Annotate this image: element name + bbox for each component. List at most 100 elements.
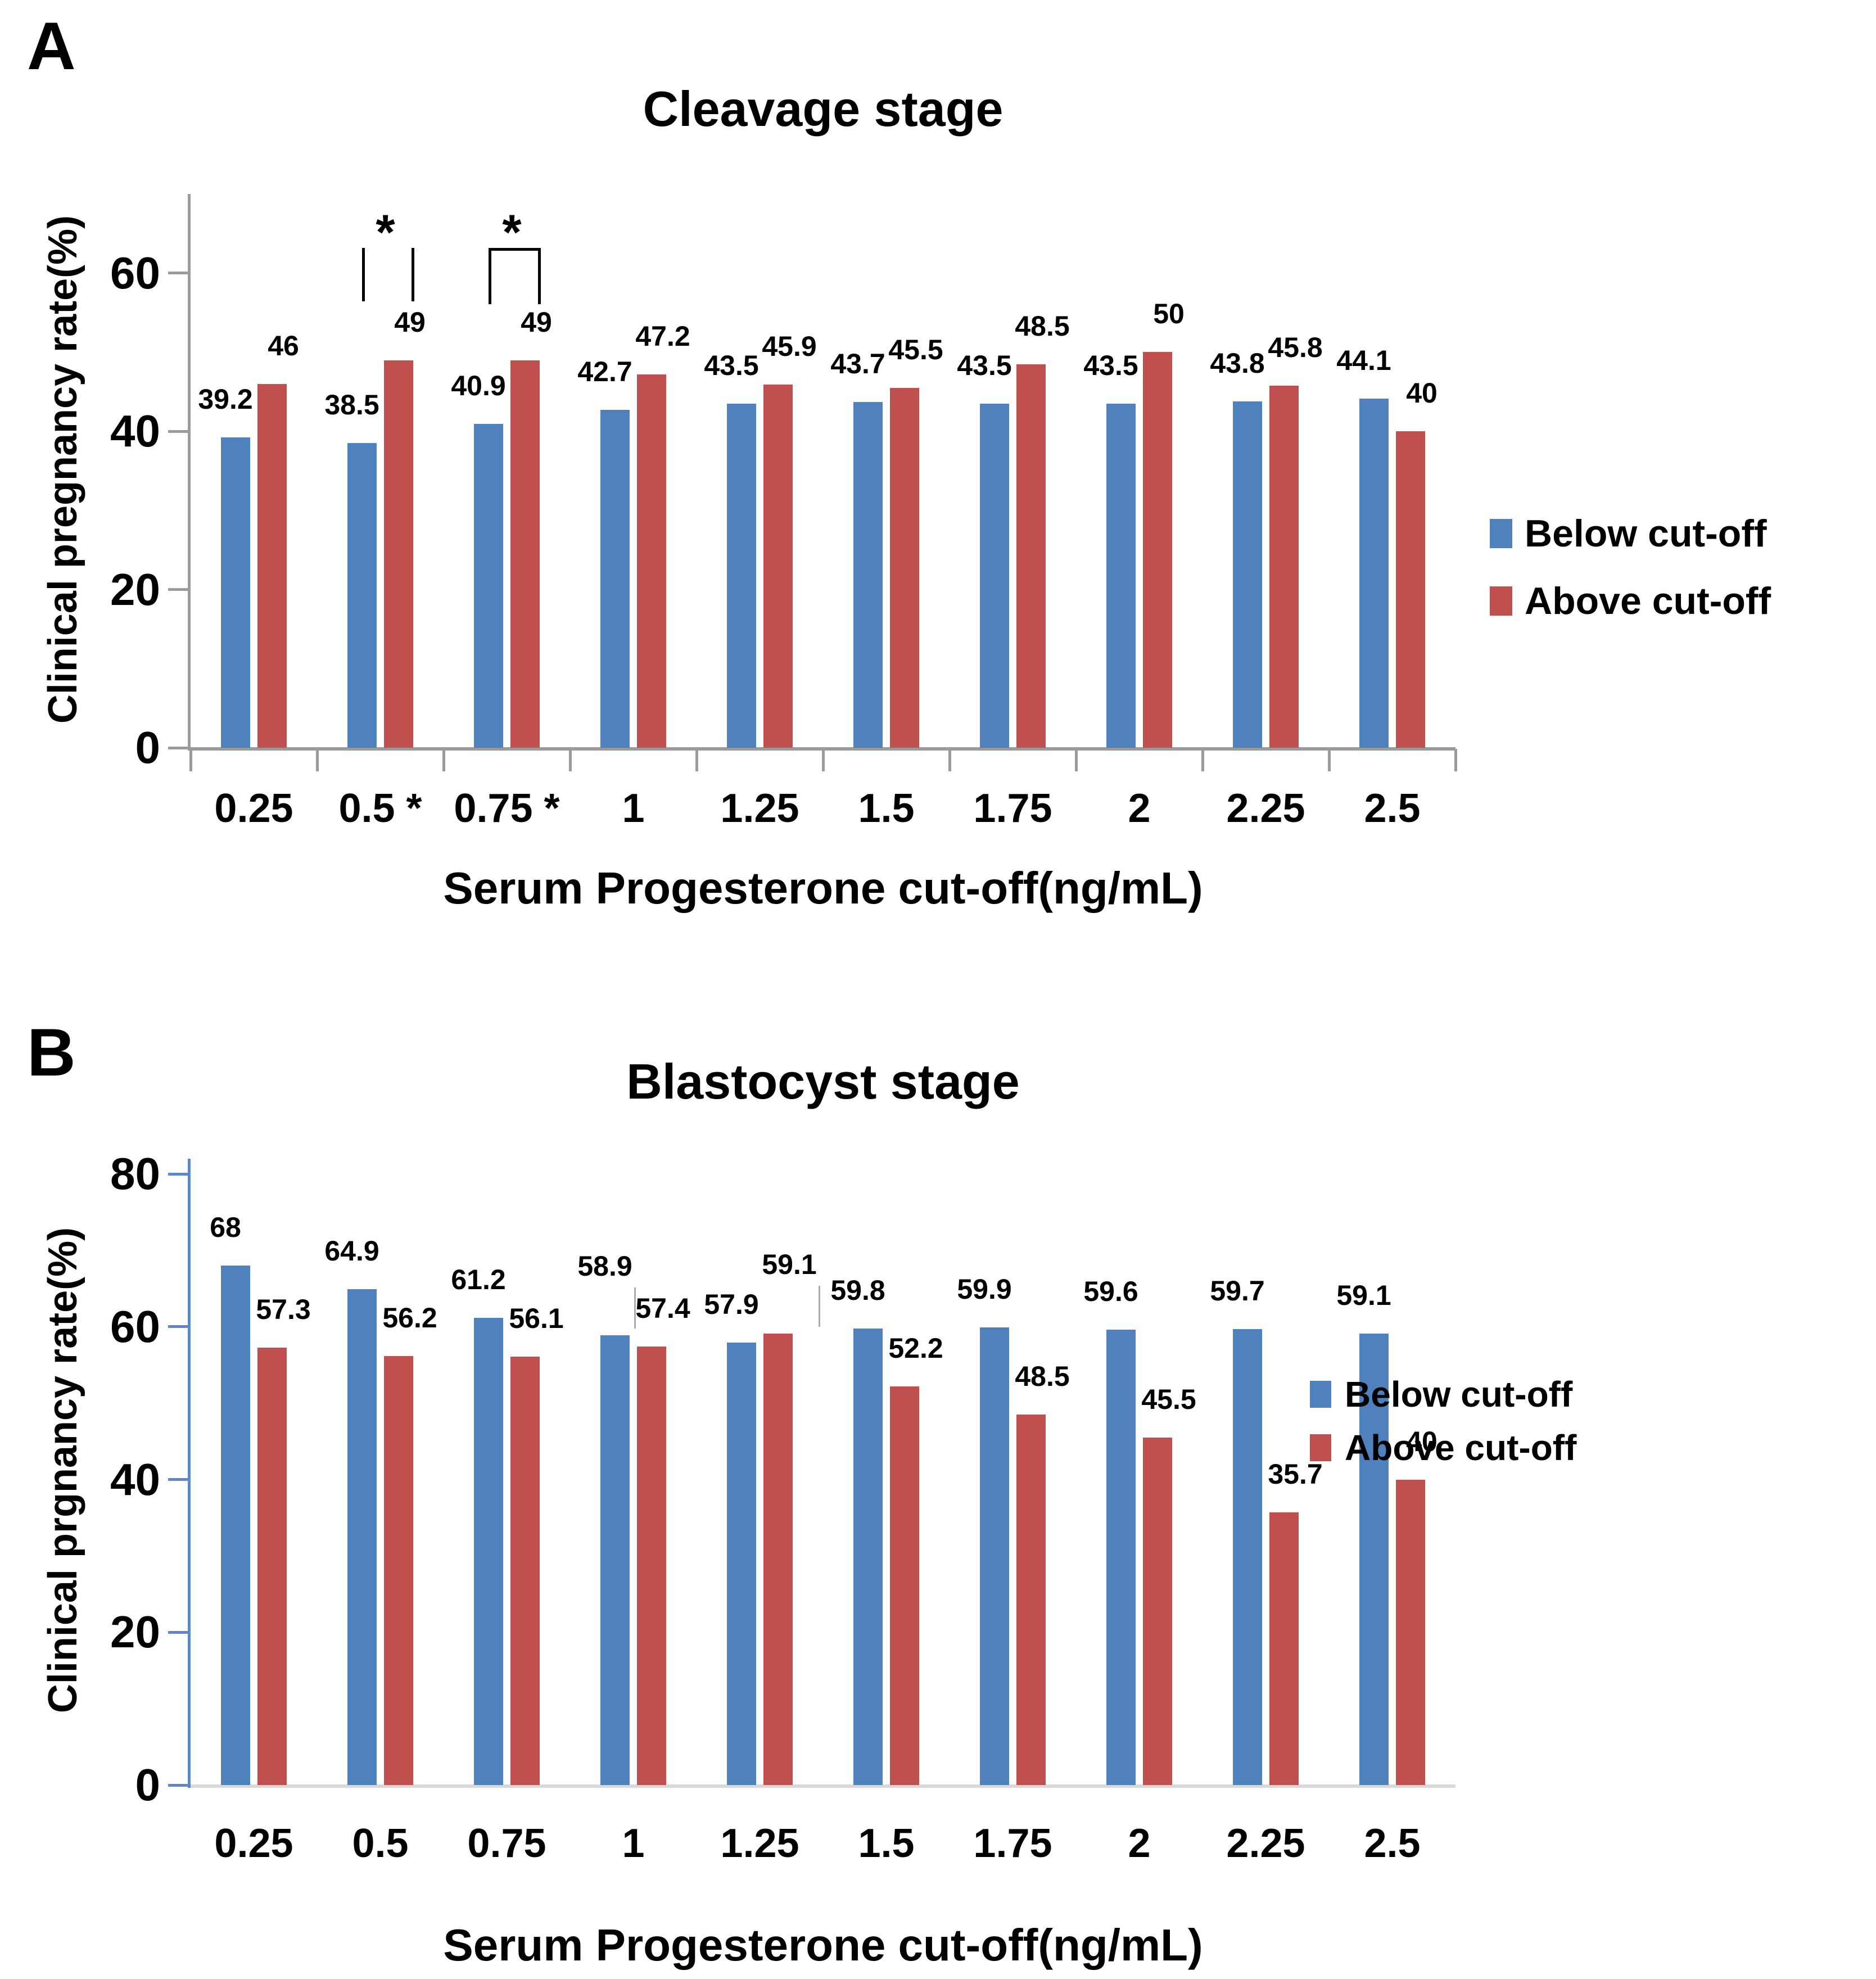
x-tick-label: 0.75 bbox=[467, 1821, 546, 1866]
bar-value-label: 44.1 bbox=[1336, 345, 1391, 377]
significance-star: * bbox=[502, 204, 522, 260]
bar-above-cutoff bbox=[257, 1347, 287, 1785]
bar-above-cutoff bbox=[1396, 1479, 1425, 1785]
bar-below-cutoff bbox=[1233, 1329, 1262, 1785]
bar-below-cutoff bbox=[727, 1343, 756, 1785]
y-tick-mark bbox=[168, 1783, 191, 1787]
bar-value-label: 39.2 bbox=[198, 383, 253, 415]
y-tick-mark bbox=[168, 1478, 191, 1481]
bar-below-cutoff bbox=[347, 443, 377, 748]
category-tick-mark bbox=[1075, 749, 1078, 771]
x-tick-label: 1.5 bbox=[858, 786, 915, 831]
y-tick-mark bbox=[168, 746, 191, 749]
x-tick-label: 1 bbox=[622, 786, 645, 831]
bar-value-label: 45.5 bbox=[1141, 1383, 1196, 1415]
significance-star: * bbox=[376, 204, 395, 260]
bar-above-cutoff bbox=[637, 1347, 666, 1785]
y-tick-mark bbox=[168, 1325, 191, 1329]
bar-above-cutoff bbox=[1396, 431, 1425, 748]
y-tick-mark bbox=[168, 430, 191, 433]
legend-label: Above cut-off bbox=[1525, 580, 1771, 622]
panel-b-label: B bbox=[27, 1015, 76, 1090]
bar-below-cutoff bbox=[600, 410, 630, 748]
panel-b-chart-title: Blastocyst stage bbox=[626, 1054, 1020, 1109]
bar-below-cutoff bbox=[1359, 399, 1389, 748]
legend-row: Below cut-off bbox=[1490, 514, 1767, 553]
panel-a-y-axis-title: Clinical pregnancy rate(%) bbox=[40, 215, 85, 724]
bar-value-label: 40 bbox=[1406, 377, 1437, 409]
bar-value-label: 48.5 bbox=[1015, 310, 1070, 342]
panel-b-x-axis-title: Serum Progesterone cut-off(ng/mL) bbox=[443, 1920, 1203, 1970]
category-tick-mark bbox=[442, 749, 445, 771]
bar-above-cutoff bbox=[890, 387, 919, 748]
bar-value-label: 59.6 bbox=[1083, 1276, 1138, 1308]
y-tick-mark bbox=[168, 272, 191, 275]
x-tick-label: 1.75 bbox=[973, 786, 1052, 831]
bar-value-label: 59.8 bbox=[830, 1274, 885, 1306]
x-tick-label: 2.25 bbox=[1226, 786, 1305, 831]
x-tick-label: 1.25 bbox=[720, 786, 799, 831]
legend-label: Below cut-off bbox=[1345, 1374, 1573, 1415]
legend-swatch-above bbox=[1490, 586, 1512, 616]
bar-value-label: 49 bbox=[394, 306, 426, 338]
y-tick-label: 0 bbox=[135, 1760, 161, 1810]
bar-below-cutoff bbox=[853, 402, 883, 748]
x-tick-label: 2 bbox=[1128, 786, 1151, 831]
bar-value-label: 50 bbox=[1153, 298, 1185, 330]
bar-value-label: 38.5 bbox=[324, 389, 379, 421]
bar-below-cutoff bbox=[347, 1289, 377, 1785]
bar-value-label: 46 bbox=[268, 329, 299, 362]
bar-value-label: 47.2 bbox=[635, 320, 690, 352]
bar-value-label: 56.1 bbox=[509, 1302, 564, 1334]
bar-value-label: 43.7 bbox=[830, 348, 885, 380]
legend-row: Below cut-off bbox=[1310, 1376, 1572, 1412]
x-tick-label: 1.75 bbox=[973, 1821, 1052, 1866]
bar-below-cutoff bbox=[600, 1335, 630, 1785]
x-axis-line bbox=[191, 747, 1455, 751]
bar-below-cutoff bbox=[221, 1266, 250, 1785]
bar-above-cutoff bbox=[1269, 385, 1299, 748]
y-tick-mark bbox=[168, 588, 191, 591]
category-tick-mark bbox=[822, 749, 825, 771]
x-tick-label: 1.25 bbox=[720, 1821, 799, 1866]
x-tick-label: 0.25 bbox=[214, 1821, 293, 1866]
significance-bracket bbox=[362, 247, 414, 301]
bar-value-label: 56.2 bbox=[382, 1302, 437, 1334]
bar-value-label: 68 bbox=[210, 1212, 241, 1244]
category-tick-mark bbox=[569, 749, 572, 771]
legend-swatch-below bbox=[1490, 519, 1512, 548]
bar-below-cutoff bbox=[727, 403, 756, 748]
bar-below-cutoff bbox=[980, 1327, 1009, 1785]
leader-line bbox=[819, 1286, 820, 1327]
legend-swatch-below bbox=[1310, 1381, 1331, 1408]
x-tick-label: 2.5 bbox=[1364, 1821, 1421, 1866]
x-tick-label: 1.5 bbox=[858, 1821, 915, 1866]
category-tick-mark bbox=[948, 749, 951, 771]
bar-above-cutoff bbox=[763, 385, 793, 748]
y-tick-label: 80 bbox=[110, 1149, 160, 1199]
x-tick-label: 0.75 * bbox=[454, 786, 560, 831]
bar-above-cutoff bbox=[510, 360, 540, 748]
bar-value-label: 35.7 bbox=[1268, 1458, 1323, 1490]
legend-label: Below cut-off bbox=[1525, 512, 1767, 555]
bar-value-label: 48.5 bbox=[1015, 1361, 1070, 1393]
bar-value-label: 59.1 bbox=[1336, 1280, 1391, 1312]
category-tick-mark bbox=[1328, 749, 1331, 771]
significance-bracket bbox=[489, 247, 541, 304]
bar-above-cutoff bbox=[1143, 1437, 1172, 1785]
y-tick-mark bbox=[168, 1630, 191, 1634]
category-tick-mark bbox=[316, 749, 319, 771]
bar-above-cutoff bbox=[763, 1334, 793, 1785]
x-tick-label: 2 bbox=[1128, 1821, 1151, 1866]
bar-below-cutoff bbox=[221, 437, 250, 748]
bar-value-label: 61.2 bbox=[451, 1263, 506, 1295]
bar-above-cutoff bbox=[510, 1356, 540, 1785]
bar-above-cutoff bbox=[1143, 352, 1172, 748]
bar-value-label: 43.5 bbox=[1083, 349, 1138, 381]
x-tick-label: 0.5 * bbox=[338, 786, 422, 831]
bar-value-label: 40 bbox=[1406, 1425, 1437, 1457]
